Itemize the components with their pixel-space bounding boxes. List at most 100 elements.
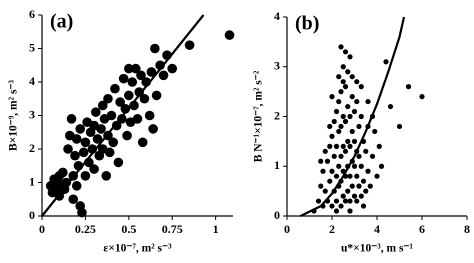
data-point [106,110,117,121]
fit-line [300,16,406,217]
y-tick-label: 3 [274,59,280,73]
data-point [333,198,340,204]
data-point [120,104,131,114]
data-point [127,77,138,87]
data-point [351,163,358,169]
data-point [356,153,362,159]
data-point [365,98,371,105]
data-point [349,128,355,135]
data-point [148,124,158,134]
data-point [118,73,129,84]
x-tick-label: 8 [464,222,470,236]
panel-label: (b) [295,13,319,35]
y-axis-label: B N⁻¹×10⁻⁷, m² s⁻² [253,70,265,162]
data-point [144,110,155,121]
data-point [342,148,349,154]
data-point [78,147,89,158]
data-point [347,143,353,149]
data-point [122,130,132,141]
data-point [151,90,162,101]
data-point [372,128,378,135]
data-point [70,150,80,161]
y-tick-label: 0 [274,208,280,222]
data-point [75,124,85,134]
data-point [115,97,125,107]
data-point [130,63,141,74]
data-point [376,143,382,149]
data-point [104,147,115,158]
x-tick-label: 2 [329,222,335,236]
x-axis-label: u*×10⁻³, m s⁻¹ [341,243,413,255]
data-point [342,84,349,90]
data-point [358,84,364,90]
data-point [340,193,346,199]
x-tick-label: 0 [284,222,290,236]
y-tick-label: 3 [29,107,35,121]
y-tick-label: 1 [274,158,280,172]
data-point [111,120,122,131]
x-tick-label: 0.5 [121,222,136,236]
data-point [322,148,328,154]
data-point [365,168,371,174]
data-point [96,124,106,134]
data-point [358,113,364,120]
data-point [347,54,353,60]
data-point [315,198,322,204]
data-point [150,43,160,54]
data-point [124,90,134,101]
x-tick-label: 0 [39,222,45,236]
data-point [336,163,342,169]
data-point [396,123,403,130]
data-point [136,70,146,81]
data-point [134,87,145,97]
data-point [137,137,148,148]
data-point [92,134,103,144]
data-point [340,113,346,120]
data-point [378,163,385,169]
y-tick-label: 6 [29,7,35,21]
data-point [329,203,335,209]
data-point [97,100,108,111]
data-point [333,143,340,149]
data-point [356,123,362,130]
data-point [338,123,344,130]
data-point [322,188,328,194]
data-point [354,198,360,204]
data-point [419,94,425,100]
data-point [58,167,68,178]
data-point [354,173,360,179]
data-point [347,198,353,204]
data-point [354,98,360,105]
data-point [89,164,99,174]
data-point [167,63,178,74]
data-point [349,183,355,189]
data-point [66,114,77,124]
data-point [329,94,335,100]
data-point [327,178,333,184]
data-point [349,74,355,80]
data-point [77,207,87,218]
data-point [333,108,340,115]
data-point [351,138,358,144]
data-point [342,198,349,204]
data-point [383,59,389,65]
panel-label: (a) [50,11,73,33]
data-point [354,79,360,85]
data-point [374,173,380,179]
data-point [329,133,335,139]
data-point [113,157,124,168]
data-point [345,188,351,194]
data-point [338,89,344,95]
data-point [103,93,113,104]
y-tick-label: 1 [29,174,35,188]
data-point [338,153,344,159]
data-point [363,148,369,154]
data-point [349,94,355,100]
data-point [369,153,376,159]
data-point [158,70,169,81]
data-point [367,183,373,189]
x-tick-label: 0.75 [162,222,183,236]
data-point [360,178,367,184]
x-tick-label: 6 [419,222,425,236]
